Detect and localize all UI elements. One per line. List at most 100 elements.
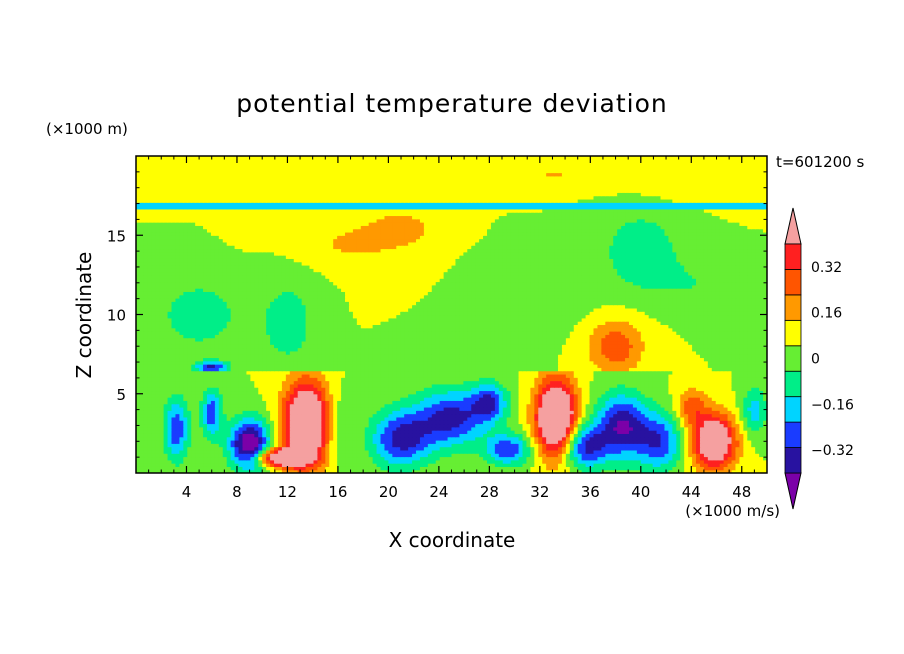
field-cell bbox=[404, 377, 409, 382]
field-cell bbox=[692, 449, 697, 454]
field-cell bbox=[408, 423, 413, 428]
field-cell bbox=[167, 373, 173, 378]
field-cell bbox=[419, 439, 425, 444]
field-cell bbox=[179, 387, 184, 392]
field-cell bbox=[565, 443, 571, 448]
field-cell bbox=[321, 380, 326, 385]
field-cell bbox=[526, 377, 531, 382]
field-cell bbox=[459, 400, 464, 405]
field-cell bbox=[226, 453, 232, 458]
field-cell bbox=[313, 387, 319, 392]
field-cell bbox=[530, 377, 535, 382]
field-cell bbox=[206, 387, 212, 392]
field-cell bbox=[711, 377, 717, 382]
field-cell bbox=[692, 377, 697, 382]
field-cell bbox=[479, 436, 484, 441]
field-cell bbox=[490, 373, 496, 378]
field-cell bbox=[372, 426, 378, 431]
field-cell bbox=[486, 423, 492, 428]
field-cell bbox=[664, 387, 669, 392]
field-cell bbox=[680, 390, 685, 395]
field-cell bbox=[222, 416, 228, 421]
field-cell bbox=[518, 420, 524, 425]
field-cell bbox=[238, 403, 244, 408]
field-cell bbox=[412, 370, 417, 375]
field-cell bbox=[191, 413, 196, 418]
field-cell bbox=[416, 393, 421, 398]
field-cell bbox=[719, 420, 725, 425]
field-cell bbox=[179, 459, 184, 464]
field-cell bbox=[664, 459, 669, 464]
field-cell bbox=[352, 456, 358, 461]
field-cell bbox=[435, 453, 441, 458]
field-cell bbox=[297, 420, 303, 425]
field-cell bbox=[423, 387, 429, 392]
field-cell bbox=[179, 400, 184, 405]
field-cell bbox=[187, 443, 192, 448]
field-cell bbox=[719, 410, 725, 415]
field-cell bbox=[167, 439, 173, 444]
field-cell bbox=[640, 387, 646, 392]
field-cell bbox=[246, 439, 251, 444]
field-cell bbox=[258, 439, 263, 444]
field-cell bbox=[538, 420, 543, 425]
field-cell bbox=[731, 433, 737, 438]
field-cell bbox=[427, 439, 433, 444]
field-cell bbox=[534, 403, 539, 408]
field-cell bbox=[230, 413, 236, 418]
field-cell bbox=[143, 469, 149, 473]
field-cell bbox=[289, 420, 295, 425]
field-cell bbox=[530, 390, 535, 395]
field-cell bbox=[270, 426, 275, 431]
field-cell bbox=[530, 459, 535, 464]
field-cell bbox=[550, 463, 555, 467]
field-cell bbox=[534, 406, 539, 411]
field-cell bbox=[293, 446, 299, 451]
field-cell bbox=[404, 456, 409, 461]
field-cell bbox=[621, 397, 626, 401]
field-cell bbox=[727, 459, 733, 464]
field-cell bbox=[210, 449, 216, 454]
field-cell bbox=[763, 406, 767, 411]
field-cell bbox=[463, 439, 468, 444]
field-cell bbox=[664, 397, 669, 401]
field-cell bbox=[317, 443, 322, 448]
field-cell bbox=[396, 449, 401, 454]
field-cell bbox=[467, 463, 472, 467]
field-cell bbox=[360, 466, 366, 471]
field-cell bbox=[763, 426, 767, 431]
field-cell bbox=[147, 393, 153, 398]
field-cell bbox=[510, 443, 516, 448]
field-cell bbox=[747, 393, 752, 398]
field-cell bbox=[147, 406, 153, 411]
field-cell bbox=[281, 383, 287, 388]
field-cell bbox=[735, 430, 740, 434]
field-cell bbox=[218, 390, 224, 395]
field-cell bbox=[270, 393, 275, 398]
field-cell bbox=[136, 380, 141, 385]
field-cell bbox=[199, 453, 204, 458]
field-cell bbox=[554, 466, 559, 471]
field-cell bbox=[400, 443, 405, 448]
field-cell bbox=[435, 373, 441, 378]
field-cell bbox=[703, 383, 709, 388]
field-cell bbox=[739, 433, 744, 438]
field-cell bbox=[471, 397, 476, 401]
field-cell bbox=[621, 453, 626, 458]
field-cell bbox=[707, 426, 713, 431]
field-cell bbox=[502, 453, 508, 458]
field-cell bbox=[376, 383, 382, 388]
field-cell bbox=[443, 390, 449, 395]
field-cell bbox=[364, 436, 370, 441]
field-cell bbox=[735, 469, 740, 473]
field-cell bbox=[348, 373, 354, 378]
field-cell bbox=[423, 439, 429, 444]
field-cell bbox=[388, 410, 393, 415]
field-cell bbox=[660, 420, 666, 425]
field-cell bbox=[214, 397, 220, 401]
field-cell bbox=[226, 463, 232, 467]
field-cell bbox=[151, 426, 157, 431]
field-cell bbox=[475, 400, 480, 405]
field-cell bbox=[230, 383, 236, 388]
field-cell bbox=[289, 383, 295, 388]
